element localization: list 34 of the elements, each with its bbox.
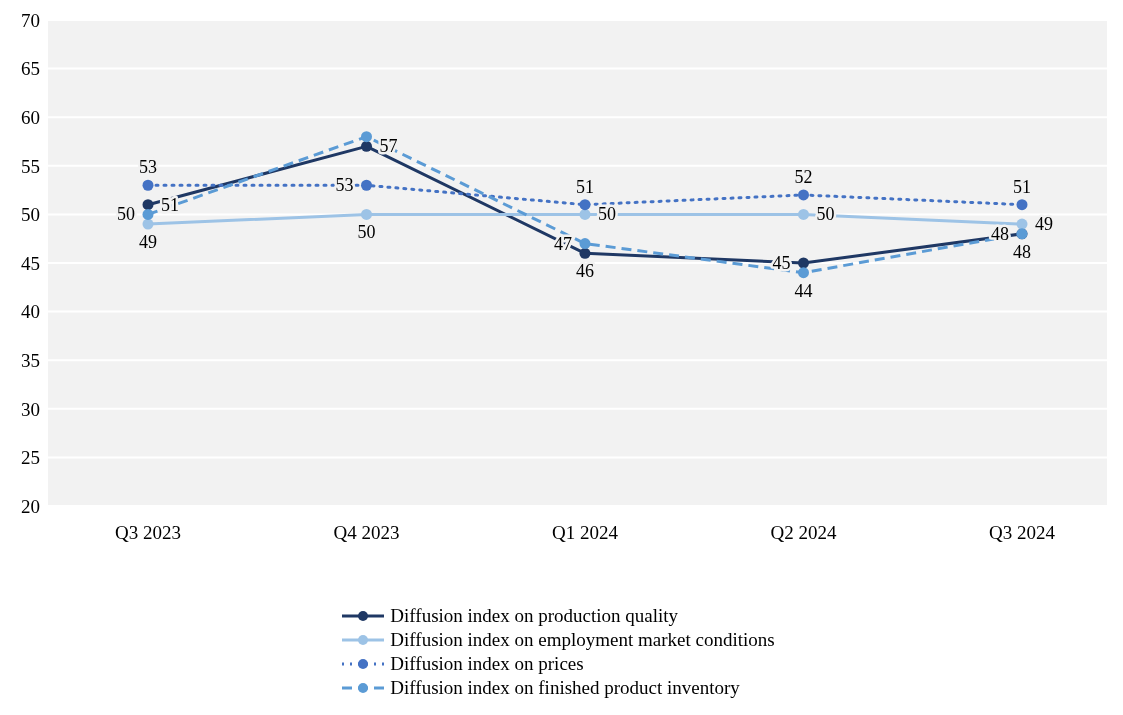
data-label: 49: [139, 232, 157, 253]
data-label: 52: [794, 166, 813, 187]
data-label: 53: [335, 175, 354, 196]
y-tick-label: 70: [21, 9, 40, 31]
y-tick-label: 20: [21, 495, 40, 517]
y-tick-label: 55: [21, 155, 40, 177]
x-tick-label: Q2 2024: [770, 522, 837, 544]
data-label: 46: [576, 261, 594, 282]
x-tick-label: Q3 2024: [989, 522, 1056, 544]
y-tick-label: 50: [21, 204, 40, 226]
data-label: 44: [794, 280, 813, 301]
y-tick-label: 40: [21, 301, 40, 323]
y-tick-label: 45: [21, 252, 40, 274]
y-tick-label: 25: [21, 447, 40, 469]
legend-label: Diffusion index on employment market conditions: [390, 629, 775, 651]
data-label: 51: [576, 176, 594, 197]
legend-label: Diffusion index on finished product inventory: [390, 677, 740, 699]
data-label: 51: [1013, 176, 1031, 197]
data-label: 50: [816, 204, 835, 225]
data-label: 49: [1035, 214, 1053, 235]
y-tick-label: 65: [21, 58, 40, 80]
x-tick-label: Q3 2023: [115, 522, 181, 544]
y-tick-label: 60: [21, 106, 40, 128]
data-label: 48: [1013, 241, 1031, 262]
data-label: 50: [117, 204, 135, 225]
legend-label: Diffusion index on prices: [390, 653, 584, 675]
x-tick-label: Q4 2023: [333, 522, 400, 544]
legend-label: Diffusion index on production quality: [390, 605, 679, 627]
y-tick-label: 35: [21, 349, 40, 371]
data-label: 50: [357, 222, 376, 243]
x-tick-label: Q1 2024: [552, 522, 619, 544]
data-label: 53: [139, 157, 157, 178]
y-tick-label: 30: [21, 398, 40, 420]
data-label: 50: [598, 204, 616, 225]
